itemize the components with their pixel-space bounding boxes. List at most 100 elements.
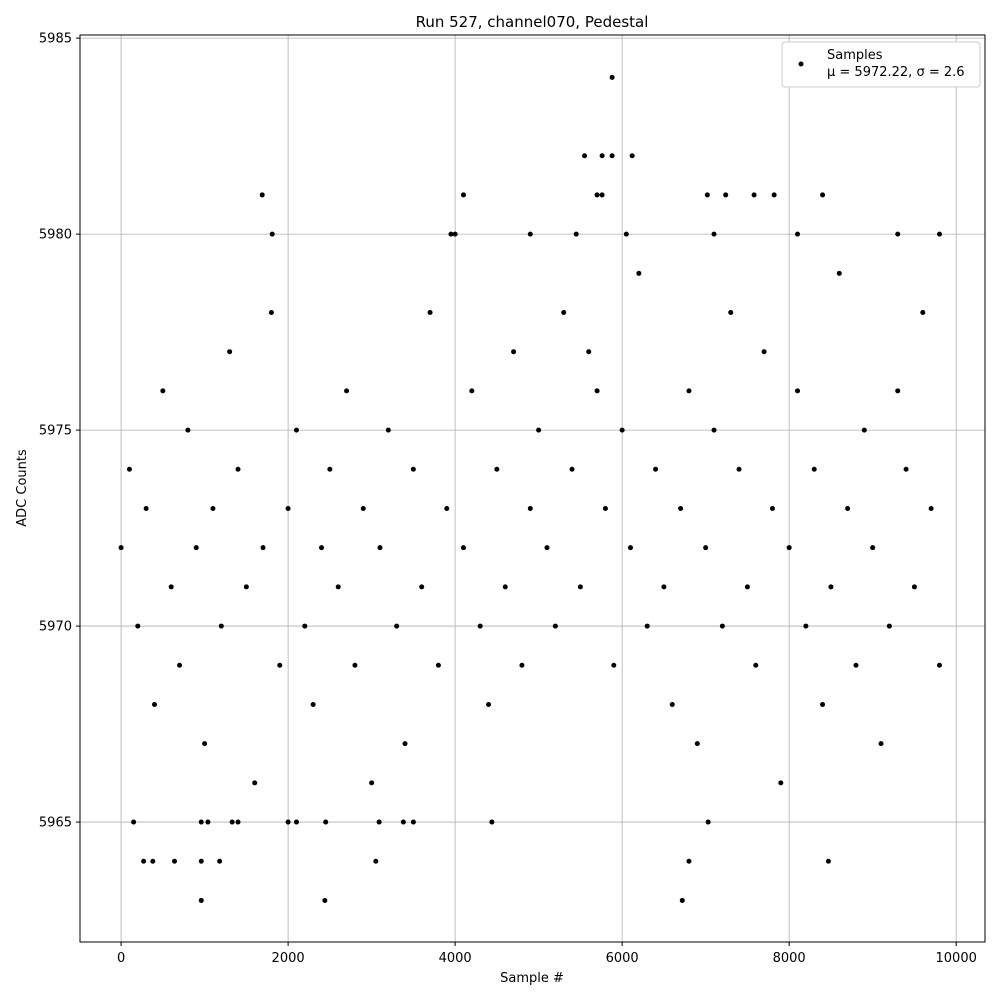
data-point (644, 623, 650, 629)
data-point (573, 231, 579, 237)
data-point (511, 349, 517, 355)
data-point (594, 388, 600, 394)
data-point (719, 623, 725, 629)
data-point (753, 662, 759, 668)
data-point (903, 466, 909, 472)
plot-frame (79, 34, 986, 943)
data-point (795, 231, 801, 237)
data-point (527, 231, 533, 237)
data-point (477, 623, 483, 629)
data-point (376, 819, 382, 825)
data-point (602, 505, 608, 511)
data-point (160, 388, 166, 394)
data-point (870, 545, 876, 551)
data-point (143, 505, 149, 511)
data-point (736, 466, 742, 472)
x-tick-label: 8000 (773, 951, 806, 966)
data-point (936, 231, 942, 237)
x-tick-label: 4000 (439, 951, 472, 966)
data-point (609, 153, 615, 159)
data-point (335, 584, 341, 590)
data-point (198, 858, 204, 864)
data-point (686, 388, 692, 394)
data-point (402, 741, 408, 747)
x-tick-label: 2000 (272, 951, 305, 966)
data-point (352, 662, 358, 668)
data-point (319, 545, 325, 551)
data-point (285, 505, 291, 511)
data-point (344, 388, 350, 394)
y-tick-label: 5970 (39, 620, 72, 635)
data-point (150, 858, 156, 864)
data-point (623, 231, 629, 237)
data-point (118, 545, 124, 551)
legend-label: Samples (827, 48, 883, 63)
data-point (786, 545, 792, 551)
data-point (310, 701, 316, 707)
data-point (435, 662, 441, 668)
data-point (599, 153, 605, 159)
data-point (769, 505, 775, 511)
data-point (704, 192, 710, 198)
data-point (599, 192, 605, 198)
data-point (323, 819, 329, 825)
data-point (886, 623, 892, 629)
data-point (609, 74, 615, 80)
data-point (327, 466, 333, 472)
data-point (544, 545, 550, 551)
data-point (322, 897, 328, 903)
data-point (469, 388, 475, 394)
data-point (678, 505, 684, 511)
legend-note: μ = 5972.22, σ = 2.6 (827, 65, 965, 80)
data-point (705, 819, 711, 825)
data-point (260, 545, 266, 551)
data-point (252, 780, 258, 786)
data-point (198, 819, 204, 825)
data-point (193, 545, 199, 551)
data-point (552, 623, 558, 629)
data-point (761, 349, 767, 355)
data-point (661, 584, 667, 590)
data-point (302, 623, 308, 629)
data-point (373, 858, 379, 864)
data-point (385, 427, 391, 433)
data-point (825, 858, 831, 864)
data-point (619, 427, 625, 433)
ticks: 0 2000 4000 6000 8000 10000 5965 5970 5975 5980 59… (39, 32, 977, 966)
data-point (217, 858, 223, 864)
data-point (527, 505, 533, 511)
data-point (636, 270, 642, 276)
data-point (536, 427, 542, 433)
legend-marker (798, 61, 804, 67)
data-point (135, 623, 141, 629)
data-point (489, 819, 495, 825)
data-point (586, 349, 592, 355)
data-point (811, 466, 817, 472)
data-point (795, 388, 801, 394)
x-axis-label: Sample # (500, 971, 564, 986)
data-point (177, 662, 183, 668)
data-point (259, 192, 265, 198)
legend-box (781, 41, 981, 88)
data-point (427, 310, 433, 316)
data-point (229, 819, 235, 825)
x-tick-label: 0 (117, 951, 125, 966)
points (118, 74, 942, 903)
data-point (803, 623, 809, 629)
data-point (185, 427, 191, 433)
data-point (268, 310, 274, 316)
data-point (771, 192, 777, 198)
data-point (218, 623, 224, 629)
data-point (400, 819, 406, 825)
data-point (778, 780, 784, 786)
data-point (452, 231, 458, 237)
data-point (168, 584, 174, 590)
data-point (131, 819, 137, 825)
data-point (679, 897, 685, 903)
data-point (569, 466, 575, 472)
data-point (227, 349, 233, 355)
data-point (820, 192, 826, 198)
data-point (419, 584, 425, 590)
data-point (878, 741, 884, 747)
